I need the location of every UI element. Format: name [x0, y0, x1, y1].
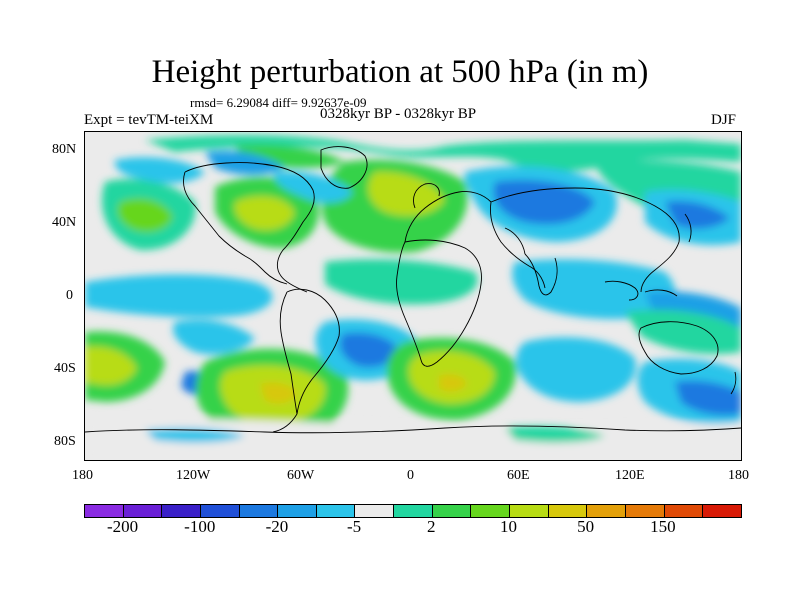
colorbar-label: 10 [499, 517, 517, 536]
lat-label-40n: 40N [52, 215, 77, 230]
lon-label-120e: 120E [615, 468, 645, 483]
colorbar-swatch [200, 505, 240, 517]
colorbar-label: -20 [265, 517, 289, 536]
lon-label-60e: 60E [507, 468, 530, 483]
lon-label-120w: 120W [176, 468, 211, 483]
colorbar-swatch [123, 505, 163, 517]
colorbar-swatch [548, 505, 588, 517]
colorbar-swatch [432, 505, 472, 517]
lat-label-80n: 80N [52, 142, 77, 157]
colorbar-swatch [85, 505, 124, 517]
contour-fill [85, 135, 741, 460]
season-label: DJF [711, 112, 737, 128]
lon-label-0: 0 [407, 468, 414, 483]
colorbar-label: 2 [427, 517, 436, 536]
stats-line: rmsd= 6.29084 diff= 9.92637e-09 [190, 95, 367, 110]
lat-label-80s: 80S [54, 434, 76, 449]
colorbar-swatch [316, 505, 356, 517]
colorbar-label: 150 [650, 517, 676, 536]
map-title: Height perturbation at 500 hPa (in m) [151, 54, 649, 90]
colorbar-label: 50 [577, 517, 595, 536]
colorbar-label: -5 [347, 517, 362, 536]
colorbar-swatch [471, 505, 511, 517]
colorbar-swatch [664, 505, 704, 517]
colorbar-swatch [703, 505, 741, 517]
colorbar-swatch [162, 505, 201, 517]
experiment-label: Expt = tevTM-teiXM [84, 112, 214, 128]
lon-label-60w: 60W [287, 468, 315, 483]
colorbar-swatch [355, 505, 395, 517]
colorbar-swatch [587, 505, 626, 517]
coastlines [85, 146, 741, 434]
colorbar-swatch [625, 505, 665, 517]
colorbar-swatch [239, 505, 279, 517]
colorbar-label: -100 [184, 517, 216, 536]
contour-field [85, 135, 741, 460]
lon-label-180w: 180 [72, 468, 93, 483]
period-label: 0328kyr BP - 0328kyr BP [320, 106, 477, 122]
colorbar-swatch [278, 505, 317, 517]
lat-label-40s: 40S [54, 361, 76, 376]
lat-label-0: 0 [66, 288, 73, 303]
colorbar-swatch [510, 505, 549, 517]
colorbar [84, 504, 742, 518]
colorbar-label: -200 [106, 517, 139, 536]
lon-label-180e: 180 [728, 468, 749, 483]
colorbar-swatch [394, 505, 433, 517]
map-plot [84, 131, 742, 461]
